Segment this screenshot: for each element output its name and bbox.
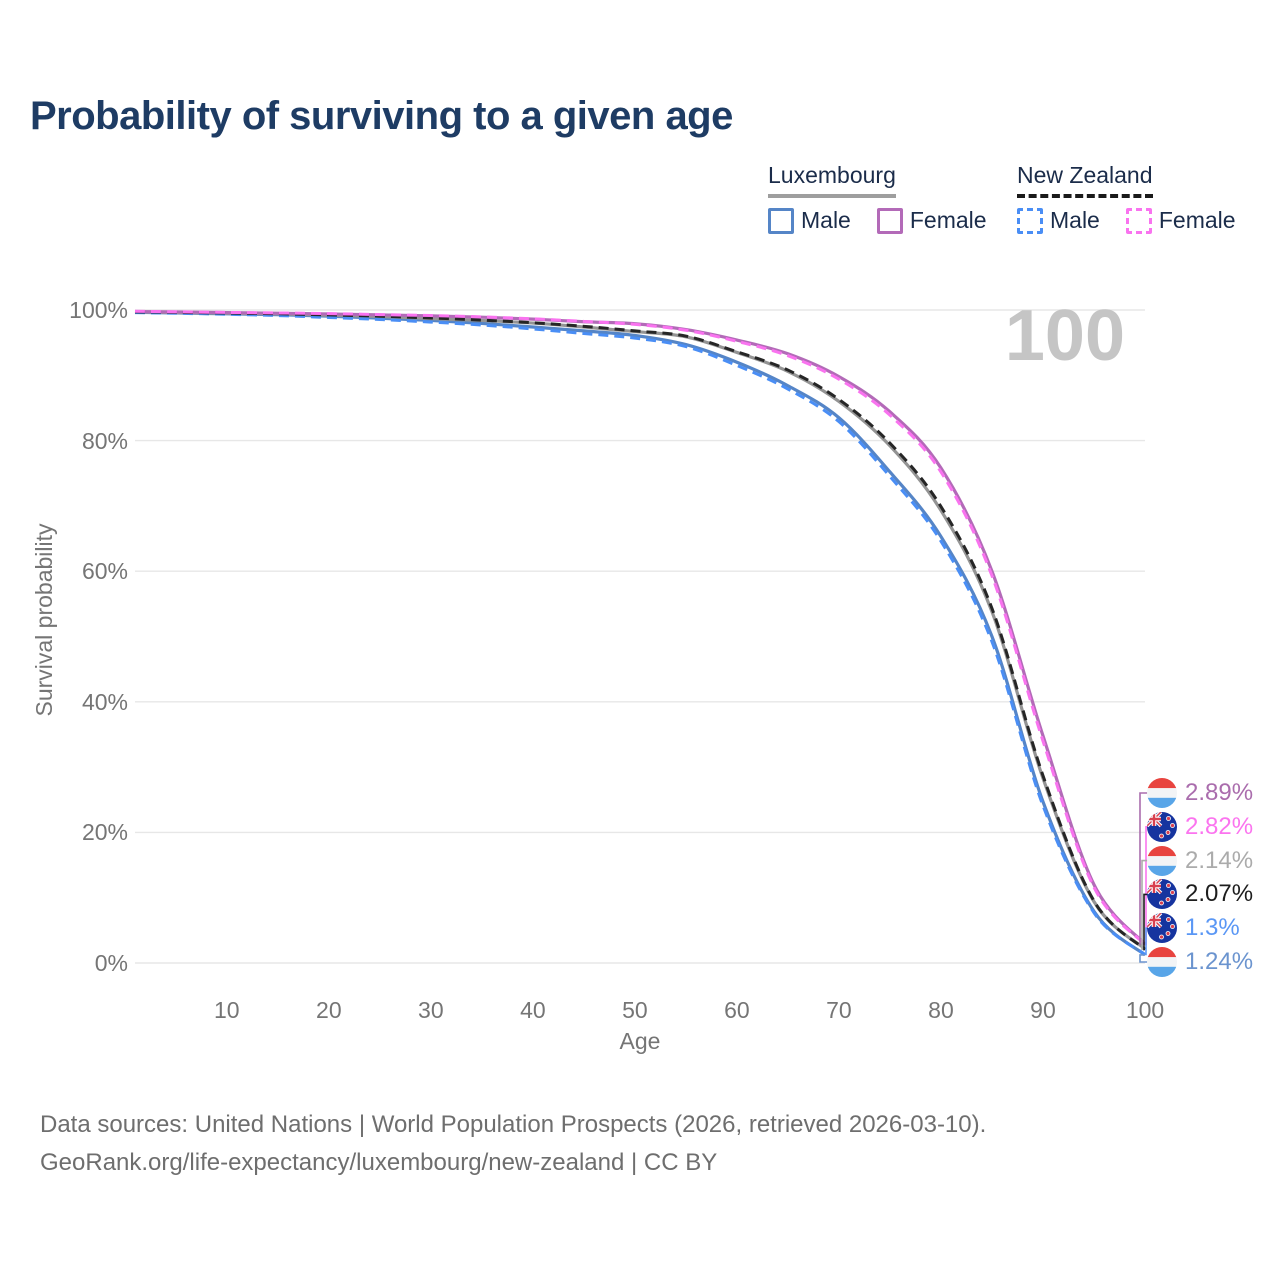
curve-nz-female[interactable] bbox=[134, 309, 1147, 946]
x-axis-title: Age bbox=[619, 1028, 661, 1054]
legend-items: Male Female bbox=[1017, 207, 1236, 234]
legend-item-new-zealand-male[interactable]: Male bbox=[1017, 207, 1100, 234]
footer-attribution-link: GeoRank.org/life-expectancy/luxembourg/n… bbox=[40, 1149, 718, 1176]
legend-item-label: Male bbox=[801, 207, 851, 233]
age-100-annotation: 100 bbox=[1004, 296, 1125, 376]
y-axis-tick-label: 0% bbox=[94, 950, 128, 976]
legend-item-luxembourg-male[interactable]: Male bbox=[768, 207, 851, 234]
end-label-connector bbox=[1143, 893, 1150, 951]
curve-lux-male[interactable] bbox=[134, 310, 1147, 957]
curve-nz-total[interactable] bbox=[134, 310, 1147, 951]
legend-swatch-icon bbox=[768, 207, 794, 234]
legend-item-label: Male bbox=[1050, 207, 1100, 233]
end-label-lux-female[interactable]: 2.89% bbox=[1147, 777, 1253, 809]
curve-lux-female[interactable] bbox=[134, 310, 1147, 946]
new-zealand-flag-icon bbox=[1147, 879, 1177, 910]
x-axis-tick-label: 80 bbox=[928, 997, 954, 1023]
x-axis-tick-label: 50 bbox=[622, 997, 648, 1023]
footer-data-sources: Data sources: United Nations | World Pop… bbox=[40, 1111, 987, 1138]
y-axis-title: Survival probability bbox=[31, 523, 57, 717]
legend-group-luxembourg: Luxembourg Male Female bbox=[768, 162, 987, 234]
page-title: Probability of surviving to a given age bbox=[30, 94, 733, 138]
x-axis-tick-label: 60 bbox=[724, 997, 750, 1023]
legend-group-new-zealand: New Zealand Male Female bbox=[1017, 162, 1236, 234]
curve-nz-male[interactable] bbox=[134, 311, 1146, 956]
luxembourg-flag-icon bbox=[1147, 845, 1177, 876]
end-label-connector bbox=[1139, 954, 1150, 963]
new-zealand-flag-icon bbox=[1147, 811, 1177, 842]
x-axis-tick-label: 70 bbox=[826, 997, 852, 1023]
legend-swatch-icon bbox=[1017, 207, 1043, 234]
end-label-value: 2.82% bbox=[1185, 812, 1254, 840]
x-axis-tick-label: 40 bbox=[520, 997, 546, 1023]
footer: Data sources: United Nations | World Pop… bbox=[40, 1106, 986, 1182]
end-label-value: 1.24% bbox=[1185, 948, 1254, 975]
y-axis-tick-label: 40% bbox=[81, 688, 128, 715]
x-axis-tick-label: 10 bbox=[214, 997, 240, 1023]
legend-item-luxembourg-female[interactable]: Female bbox=[876, 207, 987, 234]
new-zealand-flag-icon bbox=[1147, 913, 1177, 944]
y-axis-tick-label: 80% bbox=[81, 427, 128, 454]
x-axis-tick-label: 30 bbox=[418, 997, 444, 1023]
end-label-value: 1.3% bbox=[1185, 914, 1240, 942]
legend-swatch-icon bbox=[876, 207, 903, 234]
y-axis-tick-label: 100% bbox=[69, 297, 128, 323]
end-label-nz-total[interactable]: 2.07% bbox=[1147, 878, 1253, 910]
x-axis-tick-label: 100 bbox=[1125, 997, 1165, 1023]
y-axis-tick-label: 60% bbox=[81, 558, 128, 585]
curve-lux-total[interactable] bbox=[134, 310, 1147, 951]
legend-header-luxembourg[interactable]: Luxembourg bbox=[768, 162, 896, 198]
x-axis-tick-label: 90 bbox=[1030, 997, 1056, 1023]
x-axis-tick-label: 20 bbox=[316, 997, 342, 1023]
end-label-nz-male[interactable]: 1.3% bbox=[1147, 912, 1240, 944]
luxembourg-flag-icon bbox=[1147, 778, 1177, 808]
legend-item-label: Female bbox=[1158, 207, 1236, 233]
legend-item-label: Female bbox=[909, 207, 987, 233]
end-label-lux-total[interactable]: 2.14% bbox=[1147, 845, 1253, 877]
legend-header-new-zealand[interactable]: New Zealand bbox=[1017, 162, 1153, 198]
y-axis-tick-label: 20% bbox=[81, 819, 128, 846]
end-label-value: 2.07% bbox=[1185, 880, 1254, 908]
end-label-lux-male[interactable]: 1.24% bbox=[1147, 946, 1253, 978]
end-label-value: 2.14% bbox=[1185, 846, 1254, 874]
end-label-value: 2.89% bbox=[1185, 779, 1254, 806]
luxembourg-flag-icon bbox=[1147, 947, 1177, 977]
legend-items: Male Female bbox=[768, 207, 987, 234]
legend-item-new-zealand-female[interactable]: Female bbox=[1125, 207, 1236, 234]
end-label-nz-female[interactable]: 2.82% bbox=[1147, 811, 1253, 843]
legend-swatch-icon bbox=[1125, 207, 1152, 234]
